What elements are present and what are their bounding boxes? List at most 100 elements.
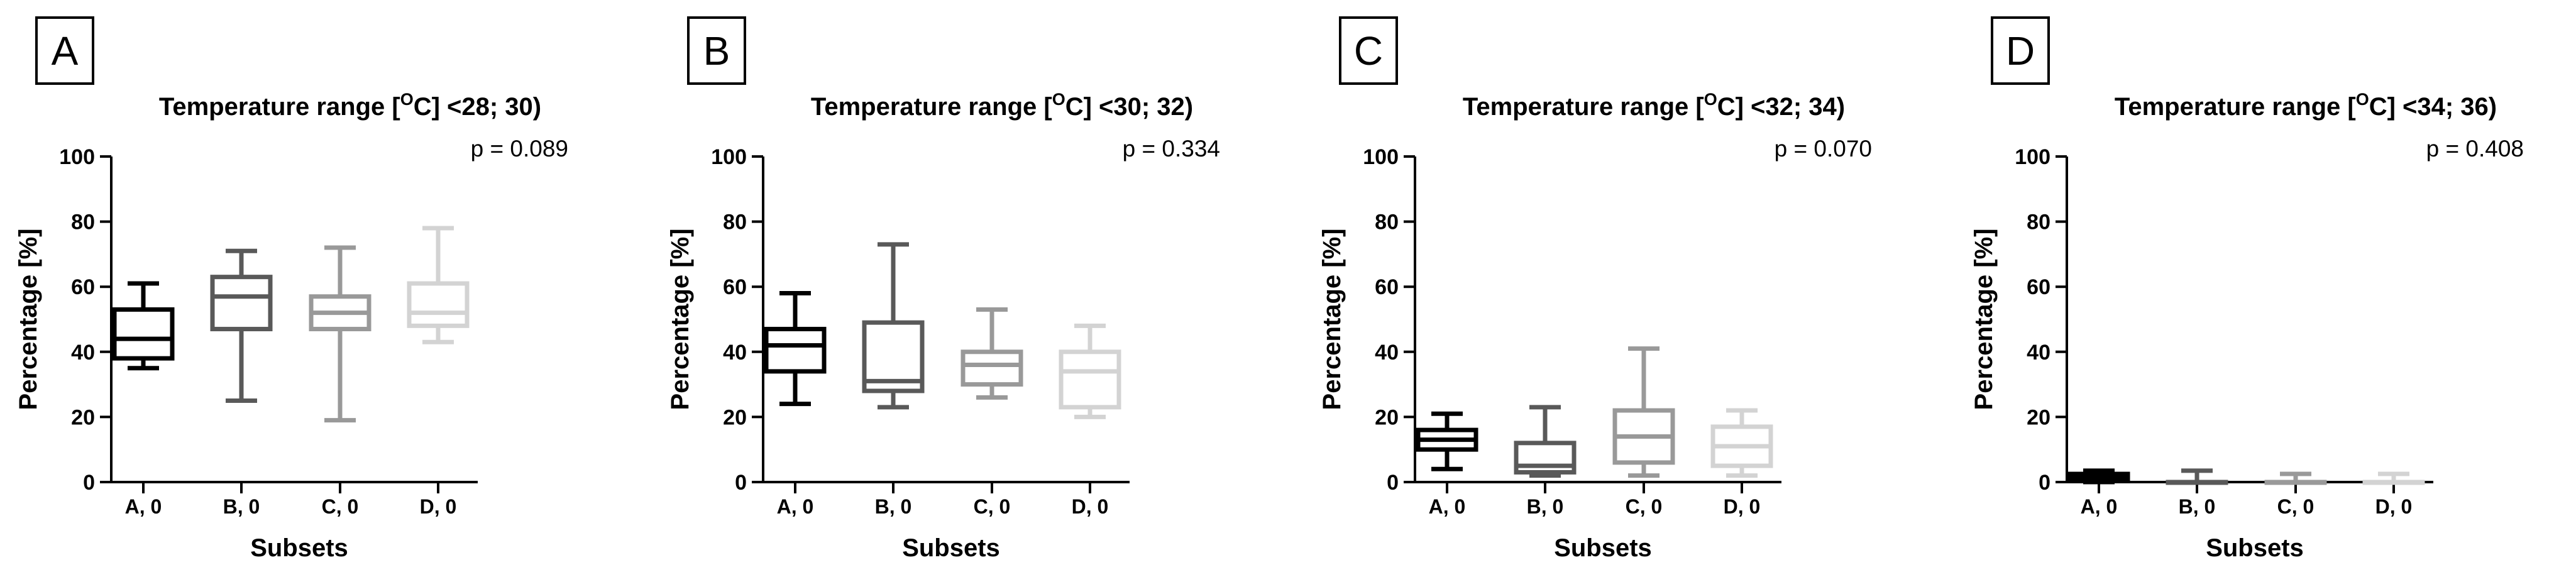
box-4: D, 0 bbox=[407, 226, 470, 518]
panel-label: A bbox=[52, 28, 79, 74]
panel-label-box bbox=[35, 16, 94, 85]
box-2: B, 0 bbox=[210, 248, 273, 518]
title-prefix: Temperature range [ bbox=[1463, 93, 1704, 121]
y-tick-label: 0 bbox=[1387, 471, 1399, 495]
y-tick-label: 20 bbox=[2027, 405, 2050, 429]
chart-title: Temperature range [OC] <32; 34) bbox=[1463, 90, 1845, 121]
y-tick-label: 80 bbox=[2027, 211, 2050, 234]
y-axis-label: Percentage [%] bbox=[1970, 229, 1998, 410]
category-label: D, 0 bbox=[420, 495, 457, 518]
box-1: A, 0 bbox=[764, 291, 827, 518]
panel-label: B bbox=[703, 28, 730, 74]
y-tick-label: 80 bbox=[71, 211, 95, 234]
box-1: A, 0 bbox=[2067, 468, 2130, 518]
category-label: D, 0 bbox=[1072, 495, 1109, 518]
panel-label: D bbox=[2006, 28, 2035, 74]
panel-d: D Temperature range [OC] <34; 36) p = 0.40… bbox=[1970, 16, 2524, 562]
category-label: A, 0 bbox=[777, 495, 814, 518]
category-label: B, 0 bbox=[875, 495, 912, 518]
category-label: A, 0 bbox=[1429, 495, 1466, 518]
x-axis-label: Subsets bbox=[1554, 534, 1652, 562]
iqr-box bbox=[960, 349, 1023, 387]
y-tick-label: 40 bbox=[1375, 341, 1399, 365]
category-label: A, 0 bbox=[2081, 495, 2118, 518]
x-axis-label: Subsets bbox=[250, 534, 348, 562]
panel-label-box bbox=[687, 16, 746, 85]
title-prefix: Temperature range [ bbox=[811, 93, 1052, 121]
box-1: A, 0 bbox=[1416, 411, 1478, 518]
title-superscript: O bbox=[1052, 90, 1065, 109]
panel-label-box bbox=[1991, 16, 2050, 85]
y-tick-label: 40 bbox=[2027, 341, 2050, 365]
y-tick-label: 80 bbox=[723, 211, 747, 234]
category-label: B, 0 bbox=[1527, 495, 1564, 518]
box-4: D, 0 bbox=[2362, 471, 2425, 518]
category-label: C, 0 bbox=[2277, 495, 2315, 518]
panel-label: C bbox=[1354, 28, 1383, 74]
y-axis-label: Percentage [%] bbox=[1318, 229, 1346, 410]
p-value: p = 0.334 bbox=[1123, 136, 1220, 162]
p-value: p = 0.070 bbox=[1775, 136, 1872, 162]
category-label: D, 0 bbox=[2375, 495, 2413, 518]
title-suffix: C] <30; 32) bbox=[1065, 93, 1193, 121]
category-label: A, 0 bbox=[125, 495, 162, 518]
box-3: C, 0 bbox=[2264, 471, 2327, 518]
y-axis-label: Percentage [%] bbox=[666, 229, 694, 410]
box-3: C, 0 bbox=[309, 245, 372, 518]
y-tick-label: 100 bbox=[711, 145, 747, 169]
title-superscript: O bbox=[1704, 90, 1717, 109]
panel-label-box bbox=[1339, 16, 1398, 85]
y-tick-label: 40 bbox=[723, 341, 747, 365]
y-tick-label: 60 bbox=[1375, 275, 1399, 299]
panel-c: C Temperature range [OC] <32; 34) p = 0.07… bbox=[1318, 16, 1872, 562]
y-tick-label: 60 bbox=[2027, 275, 2050, 299]
iqr-box bbox=[210, 275, 273, 332]
category-label: C, 0 bbox=[322, 495, 359, 518]
y-tick-label: 20 bbox=[71, 405, 95, 429]
box-2: B, 0 bbox=[2166, 468, 2228, 518]
x-axis-label: Subsets bbox=[902, 534, 1000, 562]
category-label: B, 0 bbox=[2179, 495, 2216, 518]
p-value: p = 0.408 bbox=[2426, 136, 2524, 162]
y-axis-label: Percentage [%] bbox=[14, 229, 42, 410]
y-tick-label: 80 bbox=[1375, 211, 1399, 234]
iqr-box bbox=[764, 327, 827, 374]
iqr-box bbox=[112, 307, 175, 361]
chart-title: Temperature range [OC] <30; 32) bbox=[811, 90, 1193, 121]
y-tick-label: 100 bbox=[59, 145, 95, 169]
title-suffix: C] <28; 30) bbox=[414, 93, 541, 121]
box-1: A, 0 bbox=[112, 281, 175, 518]
p-value: p = 0.089 bbox=[471, 136, 568, 162]
y-tick-label: 20 bbox=[723, 405, 747, 429]
y-tick-label: 40 bbox=[71, 341, 95, 365]
y-tick-label: 100 bbox=[2015, 145, 2050, 169]
box-2: B, 0 bbox=[1514, 405, 1577, 518]
y-tick-label: 0 bbox=[83, 471, 95, 495]
iqr-box bbox=[407, 281, 470, 328]
box-3: C, 0 bbox=[960, 307, 1023, 518]
y-tick-label: 100 bbox=[1363, 145, 1399, 169]
y-tick-label: 60 bbox=[723, 275, 747, 299]
box-2: B, 0 bbox=[862, 242, 925, 518]
x-axis-label: Subsets bbox=[2206, 534, 2304, 562]
chart-title: Temperature range [OC] <34; 36) bbox=[2115, 90, 2497, 121]
chart-title: Temperature range [OC] <28; 30) bbox=[159, 90, 541, 121]
title-prefix: Temperature range [ bbox=[2115, 93, 2356, 121]
title-suffix: C] <32; 34) bbox=[1717, 93, 1845, 121]
category-label: C, 0 bbox=[974, 495, 1011, 518]
panel-b: B Temperature range [OC] <30; 32) p = 0.33… bbox=[666, 16, 1220, 562]
title-superscript: O bbox=[400, 90, 414, 109]
category-label: D, 0 bbox=[1724, 495, 1761, 518]
panel-a: A Temperature range [OC] <28; 30) p = 0.08… bbox=[14, 16, 568, 562]
box-4: D, 0 bbox=[1710, 408, 1773, 518]
title-suffix: C] <34; 36) bbox=[2369, 93, 2497, 121]
category-label: B, 0 bbox=[223, 495, 260, 518]
title-superscript: O bbox=[2356, 90, 2369, 109]
y-tick-label: 0 bbox=[2039, 471, 2050, 495]
y-tick-label: 60 bbox=[71, 275, 95, 299]
box-3: C, 0 bbox=[1612, 346, 1675, 518]
iqr-box bbox=[1059, 349, 1121, 410]
title-prefix: Temperature range [ bbox=[159, 93, 400, 121]
